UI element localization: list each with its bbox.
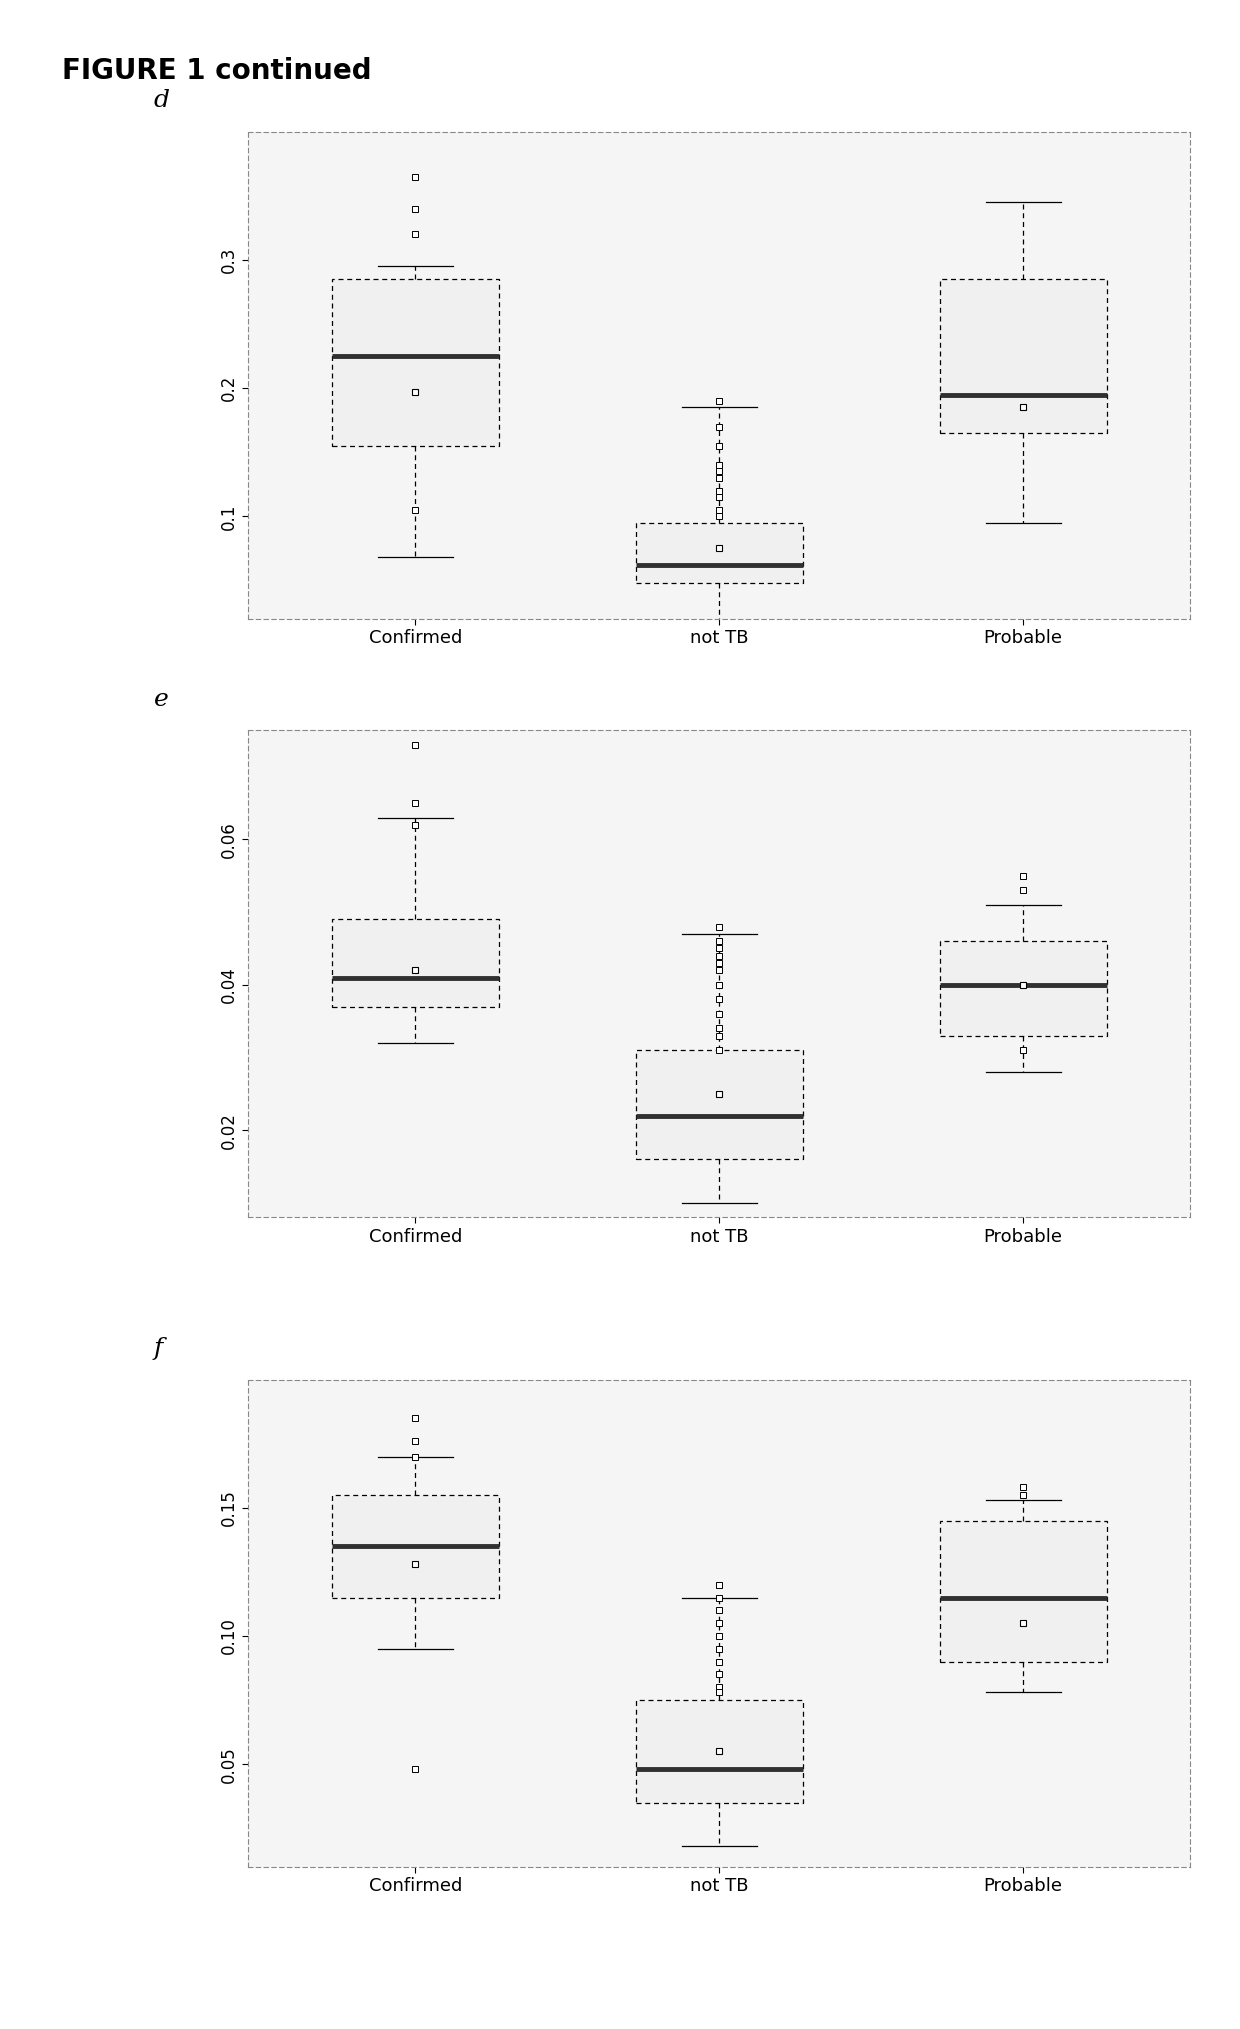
Text: e: e <box>154 688 169 710</box>
Bar <box>940 1520 1107 1662</box>
Bar <box>331 919 498 1006</box>
Bar <box>636 1700 802 1802</box>
Bar <box>940 941 1107 1035</box>
Text: FIGURE 1 continued: FIGURE 1 continued <box>62 57 372 85</box>
Text: f: f <box>154 1337 162 1359</box>
Text: d: d <box>154 89 170 112</box>
Bar <box>636 523 802 582</box>
Bar <box>331 1495 498 1597</box>
Bar <box>636 1051 802 1159</box>
Bar <box>331 280 498 446</box>
Bar <box>940 280 1107 432</box>
